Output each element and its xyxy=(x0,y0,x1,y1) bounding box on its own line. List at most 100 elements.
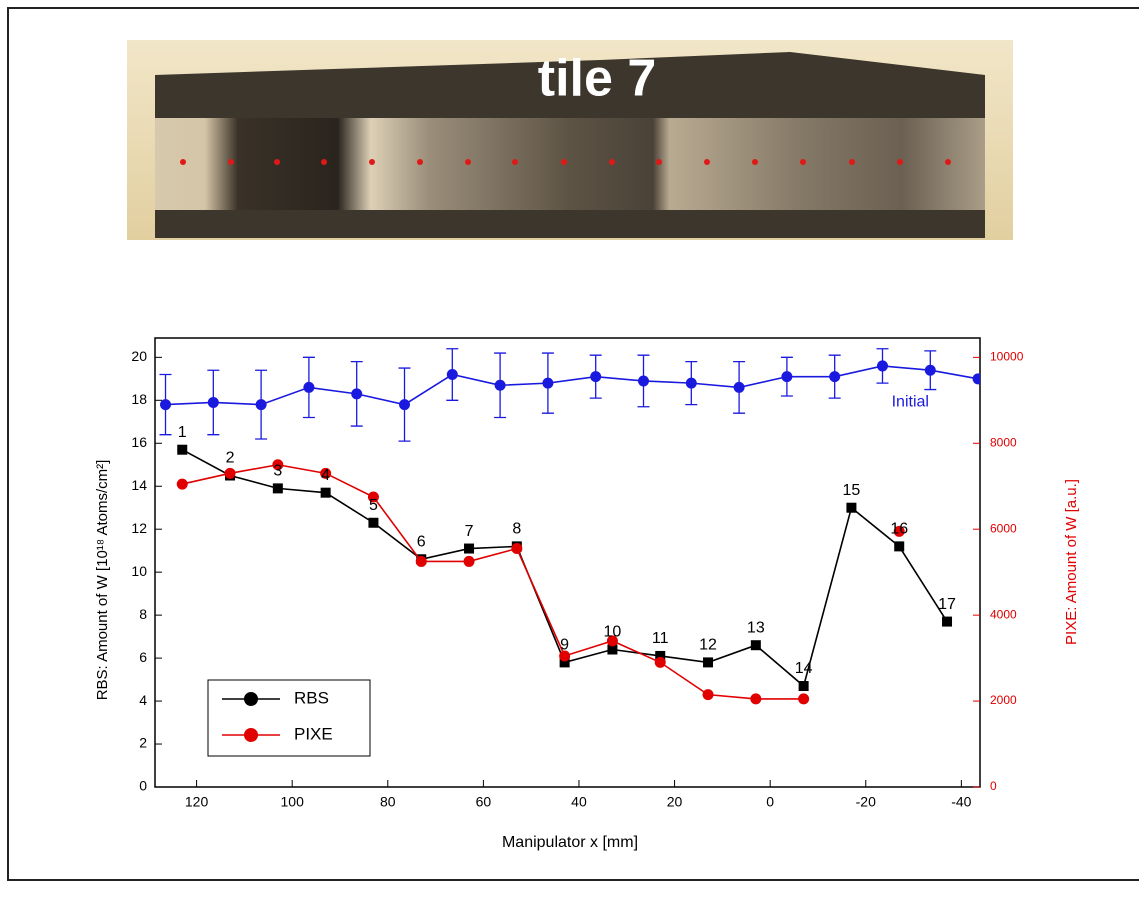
point-label: 13 xyxy=(747,619,765,636)
legend-marker xyxy=(244,692,258,706)
marker xyxy=(894,541,905,552)
marker xyxy=(702,689,714,701)
marker xyxy=(703,657,714,668)
point-label: 4 xyxy=(321,467,330,484)
marker xyxy=(798,693,810,705)
point-label: 9 xyxy=(560,637,569,654)
marker xyxy=(224,467,236,479)
y2-axis-label: PIXE: Amount of W [a.u.] xyxy=(1063,479,1080,645)
series-line xyxy=(165,365,979,406)
marker xyxy=(846,502,857,513)
y-tick-label: 4 xyxy=(139,692,147,708)
point-label: 10 xyxy=(604,624,622,641)
x-tick-label: 40 xyxy=(571,794,587,810)
marker xyxy=(733,381,745,393)
photo: tile 7 xyxy=(127,40,1013,240)
frame xyxy=(7,7,1139,881)
point-label: 3 xyxy=(273,463,282,480)
marker xyxy=(399,399,411,411)
y-tick-label: 14 xyxy=(131,477,147,493)
marker xyxy=(781,371,793,383)
marker xyxy=(177,444,188,455)
x-tick-label: -40 xyxy=(951,794,971,810)
x-tick-label: 100 xyxy=(281,794,305,810)
marker xyxy=(446,369,458,381)
marker xyxy=(320,467,332,479)
y-tick-label: 0 xyxy=(139,778,147,794)
y-tick-label: 20 xyxy=(131,348,147,364)
marker xyxy=(972,373,980,385)
y2-tick-label: 8000 xyxy=(990,435,1017,449)
legend-marker xyxy=(244,728,258,742)
marker xyxy=(829,371,841,383)
marker xyxy=(303,381,315,393)
point-label: 15 xyxy=(843,482,861,499)
point-label: 5 xyxy=(369,497,378,514)
point-label: 1 xyxy=(178,424,187,441)
y2-tick-label: 4000 xyxy=(990,607,1017,621)
series-line xyxy=(182,465,899,699)
marker xyxy=(463,555,475,567)
marker xyxy=(542,377,554,389)
marker xyxy=(685,377,697,389)
y2-tick-label: 10000 xyxy=(990,350,1024,364)
series-label: Initial xyxy=(892,393,929,410)
y-axis-label: RBS: Amount of W [10¹⁸ Atoms/cm²] xyxy=(94,460,111,701)
marker xyxy=(367,491,379,503)
legend-label: PIXE xyxy=(294,724,333,743)
y-tick-label: 12 xyxy=(131,520,147,536)
point-label: 17 xyxy=(938,596,956,613)
marker xyxy=(255,399,267,411)
y2-tick-label: 6000 xyxy=(990,521,1017,535)
marker xyxy=(750,693,762,705)
point-label: 11 xyxy=(652,630,669,647)
marker xyxy=(607,644,618,655)
point-label: 14 xyxy=(795,660,813,677)
marker xyxy=(559,650,571,662)
marker xyxy=(351,388,363,400)
x-tick-label: 20 xyxy=(667,794,683,810)
photo-title: tile 7 xyxy=(538,50,657,108)
marker xyxy=(893,525,905,537)
marker xyxy=(415,555,427,567)
y-tick-label: 10 xyxy=(131,563,147,579)
marker xyxy=(798,681,809,692)
legend-label: RBS xyxy=(294,688,329,707)
y-tick-label: 16 xyxy=(131,434,147,450)
marker xyxy=(176,478,188,490)
marker xyxy=(590,371,602,383)
point-label: 8 xyxy=(512,521,521,538)
marker xyxy=(924,364,936,376)
plot-frame xyxy=(154,337,981,788)
marker xyxy=(320,487,331,498)
x-axis-label: Manipulator x [mm] xyxy=(502,834,638,851)
marker xyxy=(606,635,618,647)
x-tick-label: 0 xyxy=(766,794,774,810)
plot-area xyxy=(159,348,980,705)
marker xyxy=(559,657,570,668)
marker xyxy=(637,375,649,387)
marker xyxy=(494,379,506,391)
x-tick-label: 80 xyxy=(380,794,396,810)
point-label: 12 xyxy=(699,637,717,654)
y-tick-label: 6 xyxy=(139,649,147,665)
marker xyxy=(511,543,523,555)
y2-tick-label: 0 xyxy=(990,779,997,793)
legend-box xyxy=(207,679,371,757)
marker xyxy=(160,399,172,411)
point-label: 16 xyxy=(890,521,908,538)
x-tick-label: -20 xyxy=(856,794,876,810)
marker xyxy=(942,616,953,627)
marker xyxy=(464,543,475,554)
marker xyxy=(750,640,761,651)
point-label: 6 xyxy=(417,533,426,550)
y-tick-label: 18 xyxy=(131,391,147,407)
y-tick-label: 2 xyxy=(139,735,147,751)
marker xyxy=(876,360,888,372)
y2-tick-label: 2000 xyxy=(990,693,1017,707)
y-tick-label: 8 xyxy=(139,606,147,622)
x-tick-label: 120 xyxy=(185,794,209,810)
x-tick-label: 60 xyxy=(476,794,492,810)
